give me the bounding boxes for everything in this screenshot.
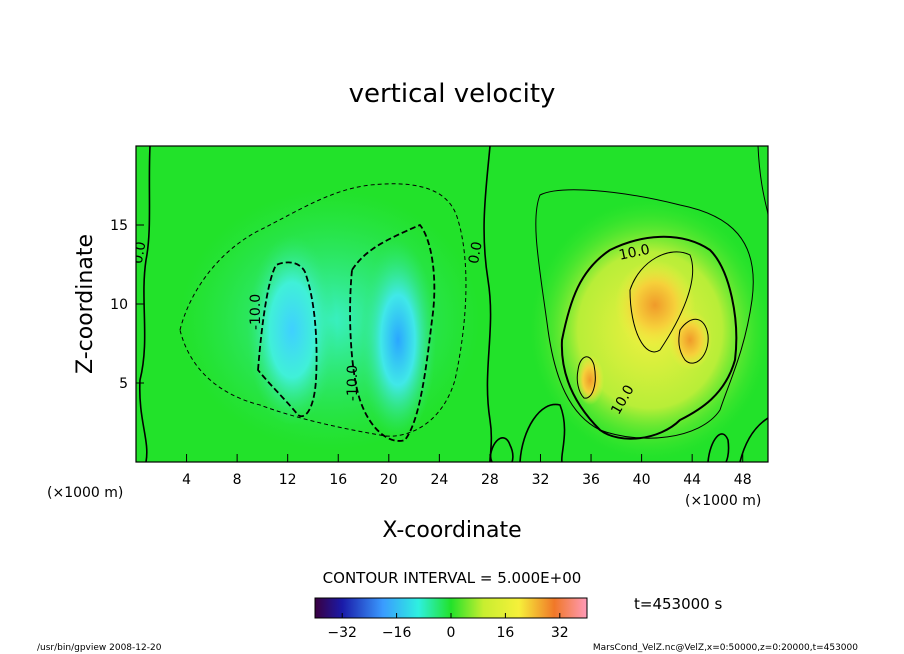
y-axis: 5 10 15 <box>110 218 144 392</box>
x-tick-label-0: 4 <box>182 472 191 488</box>
contour-label-4: 10.0 <box>618 242 652 264</box>
x-unit-right: (×1000 m) <box>685 493 761 509</box>
y-tick-label-2: 15 <box>110 218 128 234</box>
updraft-core-small <box>576 355 604 405</box>
contour-bottom-right <box>707 433 730 462</box>
y-tick-label-1: 10 <box>110 297 128 313</box>
footer-left: /usr/bin/gpview 2008-12-20 <box>37 643 162 653</box>
colorbar-tick-label-2: 0 <box>447 625 456 641</box>
contour-label-0: 0.0 <box>130 240 150 265</box>
x-tick-label-7: 32 <box>532 472 550 488</box>
contour-bottom-left <box>489 437 514 462</box>
downdraft-core-left <box>247 235 337 425</box>
y-axis-label: Z-coordinate <box>73 234 98 374</box>
contour-label-1: -10.0 <box>248 294 264 330</box>
colorbar-tick-label-0: −32 <box>327 625 357 641</box>
time-label: t=453000 s <box>634 595 722 613</box>
x-tick-label-8: 36 <box>582 472 600 488</box>
x-tick-label-6: 28 <box>481 472 499 488</box>
contour-label-3: 0.0 <box>466 240 486 265</box>
x-tick-label-3: 16 <box>329 472 347 488</box>
x-tick-label-2: 12 <box>279 472 297 488</box>
y-tick-label-0: 5 <box>119 376 128 392</box>
colorbar-ticks: −32 −16 0 16 32 <box>327 613 569 641</box>
contour-zero-mid <box>483 146 493 462</box>
updraft-core-low <box>668 310 712 370</box>
colorbar-tick-label-1: −16 <box>382 625 412 641</box>
x-tick-label-5: 24 <box>430 472 448 488</box>
x-tick-label-11: 48 <box>734 472 752 488</box>
contour-pos15-a <box>629 251 694 353</box>
x-tick-label-1: 8 <box>233 472 242 488</box>
colorbar-tick-label-3: 16 <box>496 625 514 641</box>
contour-pos10 <box>560 235 738 440</box>
x-axis: 4 8 12 16 20 24 28 32 36 40 44 48 <box>182 454 752 488</box>
colorbar: −32 −16 0 16 32 <box>314 597 588 641</box>
contour-bottom-mid <box>519 403 566 462</box>
plot-area: 0.0-10.0-10.00.0 10.010.0 <box>130 145 769 463</box>
x-tick-label-4: 20 <box>380 472 398 488</box>
footer-right: MarsCond_VelZ.nc@VelZ,x=0:50000,z=0:2000… <box>593 643 858 653</box>
contour-neg5 <box>179 183 467 437</box>
x-tick-label-9: 40 <box>633 472 651 488</box>
chart-title: vertical velocity <box>349 79 556 109</box>
contour-label-2: -10.0 <box>345 365 361 401</box>
downdraft-core-right <box>360 240 436 440</box>
contour-neg10-left <box>257 261 318 418</box>
contour-pos15-c <box>576 356 596 399</box>
x-tick-label-10: 44 <box>683 472 701 488</box>
contour-pos15-b <box>678 318 709 364</box>
colorbar-tick-label-4: 32 <box>551 625 569 641</box>
x-axis-label: X-coordinate <box>382 518 521 543</box>
contour-neg10-right <box>349 223 436 442</box>
x-unit-left: (×1000 m) <box>47 485 123 501</box>
contour-zero-left <box>138 146 151 462</box>
contour-interval-label: CONTOUR INTERVAL = 5.000E+00 <box>323 569 582 587</box>
